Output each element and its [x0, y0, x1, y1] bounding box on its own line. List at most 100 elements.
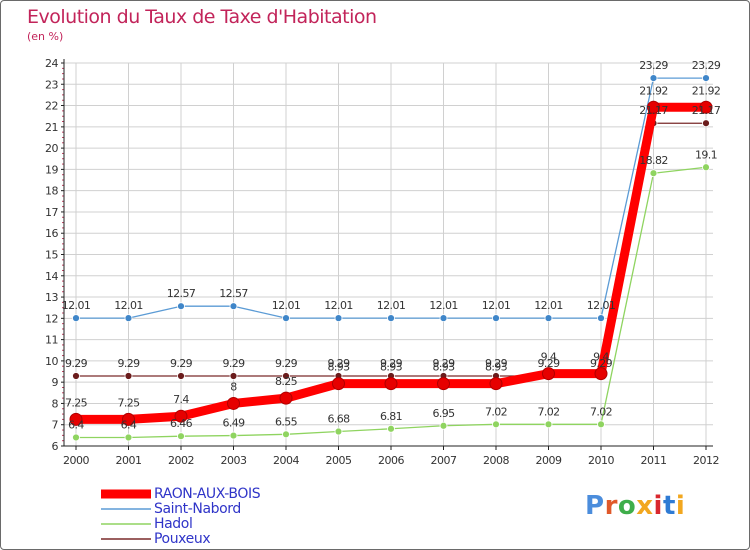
- series-lines: [69, 74, 713, 442]
- x-tick-label: 2007: [431, 454, 457, 467]
- y-tick-label: 19: [45, 163, 58, 176]
- data-label-saint-nabord: 12.01: [114, 299, 143, 312]
- data-point-raon-aux-bois: [647, 100, 660, 114]
- data-label-raon-aux-bois: 8.93: [432, 361, 455, 374]
- data-label-hadol: 6.4: [121, 418, 137, 431]
- data-point-raon-aux-bois: [332, 377, 345, 391]
- data-point-raon-aux-bois: [279, 391, 293, 405]
- legend-label: Saint-Nabord: [154, 501, 241, 517]
- data-label-raon-aux-bois: 8.93: [327, 361, 350, 374]
- data-point-hadol: [229, 431, 238, 440]
- data-point-pouxeux: [282, 372, 290, 380]
- x-tick-label: 2002: [168, 454, 194, 467]
- x-tick-label: 2010: [588, 454, 614, 467]
- data-label-hadol: 6.95: [432, 407, 455, 420]
- data-point-raon-aux-bois: [437, 377, 450, 391]
- data-point-saint-nabord: [387, 314, 395, 323]
- x-tick-label: 2004: [273, 454, 299, 467]
- logo-letter: o: [617, 491, 637, 521]
- data-label-raon-aux-bois: 8.25: [275, 375, 298, 388]
- y-tick-label: 13: [45, 291, 58, 304]
- data-label-pouxeux: 9.29: [432, 357, 455, 370]
- x-tick-label: 2012: [693, 454, 719, 467]
- data-label-saint-nabord: 12.01: [62, 299, 91, 312]
- data-label-saint-nabord: 23.29: [639, 59, 668, 72]
- data-point-hadol: [282, 430, 290, 439]
- legend-swatch: [101, 489, 151, 499]
- data-label-pouxeux: 9.29: [170, 357, 193, 370]
- data-label-raon-aux-bois: 9.4: [593, 351, 609, 364]
- data-point-pouxeux: [177, 372, 185, 380]
- data-point-raon-aux-bois: [174, 409, 188, 423]
- data-label-hadol: 7.02: [537, 405, 559, 418]
- data-point-pouxeux: [229, 372, 238, 380]
- logo-letter: i: [653, 491, 663, 521]
- data-point-hadol: [544, 420, 553, 429]
- data-label-raon-aux-bois: 9.4: [541, 351, 557, 364]
- data-point-pouxeux: [702, 119, 710, 128]
- y-tick-label: 10: [45, 355, 58, 368]
- data-label-hadol: 19.1: [695, 148, 717, 161]
- data-label-pouxeux: 9.29: [327, 357, 350, 370]
- data-label-pouxeux: 9.29: [117, 357, 140, 370]
- data-label-hadol: 7.02: [590, 405, 612, 418]
- data-point-saint-nabord: [334, 314, 343, 323]
- data-label-raon-aux-bois: 21.92: [639, 84, 668, 97]
- x-tick-label: 2001: [116, 454, 142, 467]
- data-point-hadol: [492, 420, 500, 429]
- data-point-saint-nabord: [282, 314, 290, 323]
- data-label-hadol: 6.4: [68, 418, 84, 431]
- x-tick-label: 2005: [326, 454, 352, 467]
- data-point-raon-aux-bois: [227, 396, 240, 410]
- data-point-hadol: [124, 433, 133, 442]
- data-label-hadol: 6.49: [222, 417, 245, 430]
- y-tick-label: 11: [45, 334, 58, 347]
- legend-label: Hadol: [154, 516, 193, 532]
- y-tick-label: 8: [52, 397, 59, 410]
- data-label-raon-aux-bois: 8.93: [380, 361, 403, 374]
- data-point-saint-nabord: [72, 314, 80, 323]
- data-label-raon-aux-bois: 7.25: [65, 396, 88, 409]
- data-label-hadol: 18.82: [639, 154, 668, 167]
- data-point-raon-aux-bois: [384, 377, 398, 391]
- data-label-hadol: 6.68: [327, 413, 350, 426]
- data-point-raon-aux-bois: [699, 100, 713, 114]
- data-label-saint-nabord: 12.57: [167, 287, 196, 300]
- data-label-pouxeux: 9.29: [537, 357, 560, 370]
- axes: 6 7 8 9 10 11 12 13 14 15 16 17 18 19 20 21 22 23 24 2000 20…: [45, 57, 720, 467]
- data-point-hadol: [387, 424, 395, 433]
- data-label-hadol: 6.46: [170, 417, 193, 430]
- data-label-pouxeux: 9.29: [65, 357, 88, 370]
- data-label-raon-aux-bois: 8: [230, 380, 237, 393]
- y-tick-label: 14: [45, 270, 58, 283]
- logo-letter: P: [585, 491, 605, 521]
- data-point-hadol: [177, 432, 185, 441]
- chart-title: Evolution du Taux de Taxe d'Habitation: [27, 6, 377, 28]
- data-label-pouxeux: 21.17: [639, 104, 668, 117]
- data-label-saint-nabord: 12.01: [587, 299, 616, 312]
- data-label-saint-nabord: 12.01: [482, 299, 511, 312]
- y-tick-label: 12: [45, 312, 58, 325]
- data-label-pouxeux: 9.29: [485, 357, 508, 370]
- data-point-raon-aux-bois: [489, 377, 503, 391]
- data-point-raon-aux-bois: [69, 412, 83, 426]
- data-label-saint-nabord: 12.01: [429, 299, 458, 312]
- y-tick-label: 24: [45, 57, 58, 70]
- data-point-pouxeux: [124, 372, 133, 380]
- x-tick-label: 2000: [63, 454, 89, 467]
- legend-swatch: [101, 508, 151, 510]
- data-point-saint-nabord: [492, 314, 500, 323]
- data-label-hadol: 6.81: [380, 410, 402, 423]
- data-label-pouxeux: 9.29: [590, 357, 613, 370]
- logo-letter: i: [675, 491, 686, 521]
- data-point-saint-nabord: [124, 314, 133, 323]
- logo-letter: r: [604, 491, 618, 521]
- y-tick-label: 7: [52, 419, 59, 432]
- y-tick-label: 9: [52, 376, 59, 389]
- data-label-saint-nabord: 12.01: [534, 299, 563, 312]
- data-label-raon-aux-bois: 21.92: [692, 84, 721, 97]
- legend-label: Pouxeux: [154, 531, 211, 547]
- y-tick-label: 23: [45, 78, 58, 91]
- y-tick-label: 15: [45, 249, 58, 262]
